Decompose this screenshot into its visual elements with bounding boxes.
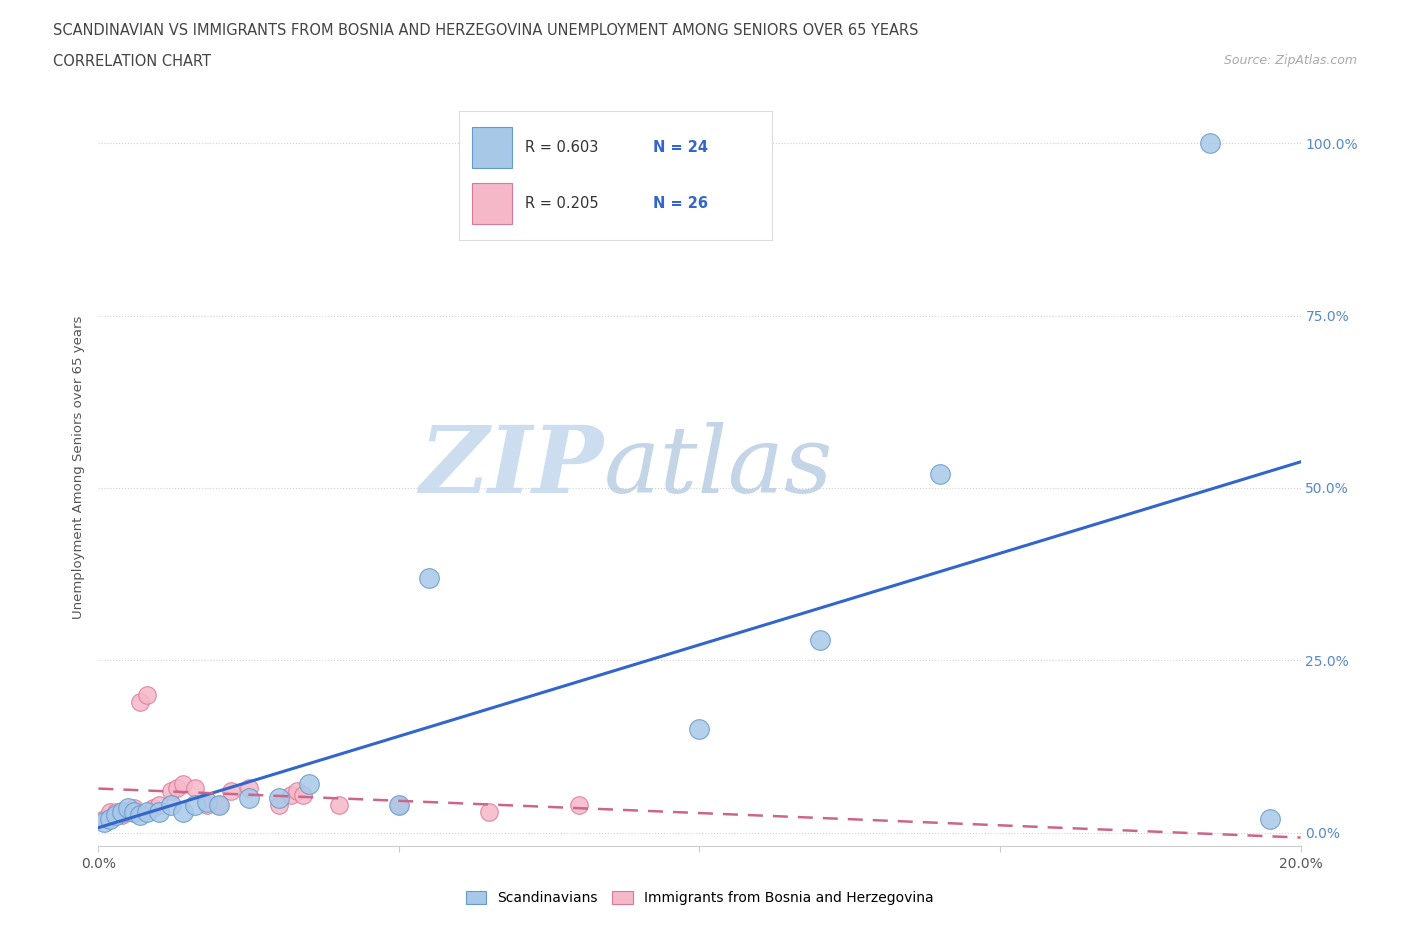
Point [208,798,231,813]
Point [129,694,152,709]
Text: ZIP: ZIP [419,422,603,512]
Point [195,794,218,809]
Point [183,780,205,795]
Point [195,798,218,813]
Point [1260,811,1282,826]
Point [267,790,290,805]
Point [388,798,411,813]
Point [183,798,205,813]
Point [124,804,146,819]
Point [219,784,242,799]
Point [418,570,440,585]
Point [141,801,163,816]
Point [298,777,321,791]
Point [291,787,314,802]
Point [148,804,170,819]
Point [105,808,128,823]
Point [100,804,122,819]
Point [238,780,260,795]
Point [568,798,591,813]
Point [280,787,302,802]
Point [111,804,134,819]
Point [478,804,501,819]
Point [148,798,170,813]
Point [172,777,194,791]
Point [124,801,146,816]
Point [808,632,831,647]
Point [328,798,350,813]
Point [1199,136,1222,151]
Point [129,808,152,823]
Point [929,467,952,482]
Point [267,798,290,813]
Text: Source: ZipAtlas.com: Source: ZipAtlas.com [1223,54,1357,67]
Point [135,804,157,819]
Y-axis label: Unemployment Among Seniors over 65 years: Unemployment Among Seniors over 65 years [72,315,86,619]
Text: CORRELATION CHART: CORRELATION CHART [53,54,211,69]
Point [238,790,260,805]
Point [100,811,122,826]
Point [689,722,711,737]
Text: SCANDINAVIAN VS IMMIGRANTS FROM BOSNIA AND HERZEGOVINA UNEMPLOYMENT AMONG SENIOR: SCANDINAVIAN VS IMMIGRANTS FROM BOSNIA A… [53,23,920,38]
Point [111,808,134,823]
Point [135,687,157,702]
Point [172,804,194,819]
Point [159,798,181,813]
Legend: Scandinavians, Immigrants from Bosnia and Herzegovina: Scandinavians, Immigrants from Bosnia an… [460,885,939,910]
Point [388,798,411,813]
Point [117,801,139,816]
Point [208,798,231,813]
Point [93,815,115,830]
Point [105,804,128,819]
Point [117,804,139,819]
Point [285,784,308,799]
Text: atlas: atlas [603,422,832,512]
Point [93,811,115,826]
Point [166,780,188,795]
Point [159,784,181,799]
